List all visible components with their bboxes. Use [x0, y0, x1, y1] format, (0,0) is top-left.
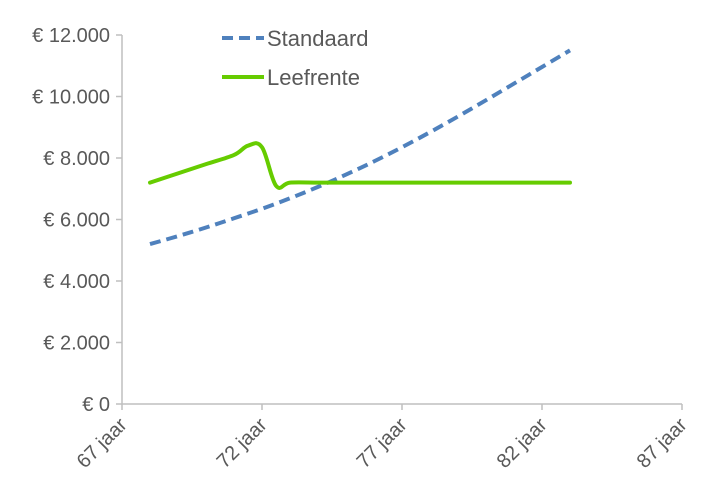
y-tick-label: € 10.000 [32, 87, 110, 109]
legend-label-leefrente: Leefrente [267, 65, 360, 90]
legend: Standaard Leefrente [222, 26, 369, 90]
x-tick-label: 87 jaar [633, 414, 692, 473]
series-line-leefrente [148, 141, 572, 190]
y-tick-label: € 2.000 [43, 333, 110, 355]
y-tick-label: € 4.000 [43, 271, 110, 293]
axes [116, 34, 683, 410]
series-line-standaard [149, 48, 572, 247]
tick-labels: € 0 € 2.000 € 4.000 € 6.000 € 8.000 € 10.000 €… [32, 25, 692, 473]
x-tick-label: 77 jaar [353, 414, 412, 473]
series-lines [148, 48, 572, 247]
x-tick-label: 67 jaar [73, 414, 132, 473]
legend-label-standaard: Standaard [267, 26, 369, 51]
y-tick-label: € 12.000 [32, 25, 110, 47]
y-tick-label: € 8.000 [43, 148, 110, 170]
y-tick-label: € 6.000 [43, 210, 110, 232]
x-tick-label: 72 jaar [213, 414, 272, 473]
y-tick-label: € 0 [82, 394, 110, 416]
x-tick-label: 82 jaar [493, 414, 552, 473]
